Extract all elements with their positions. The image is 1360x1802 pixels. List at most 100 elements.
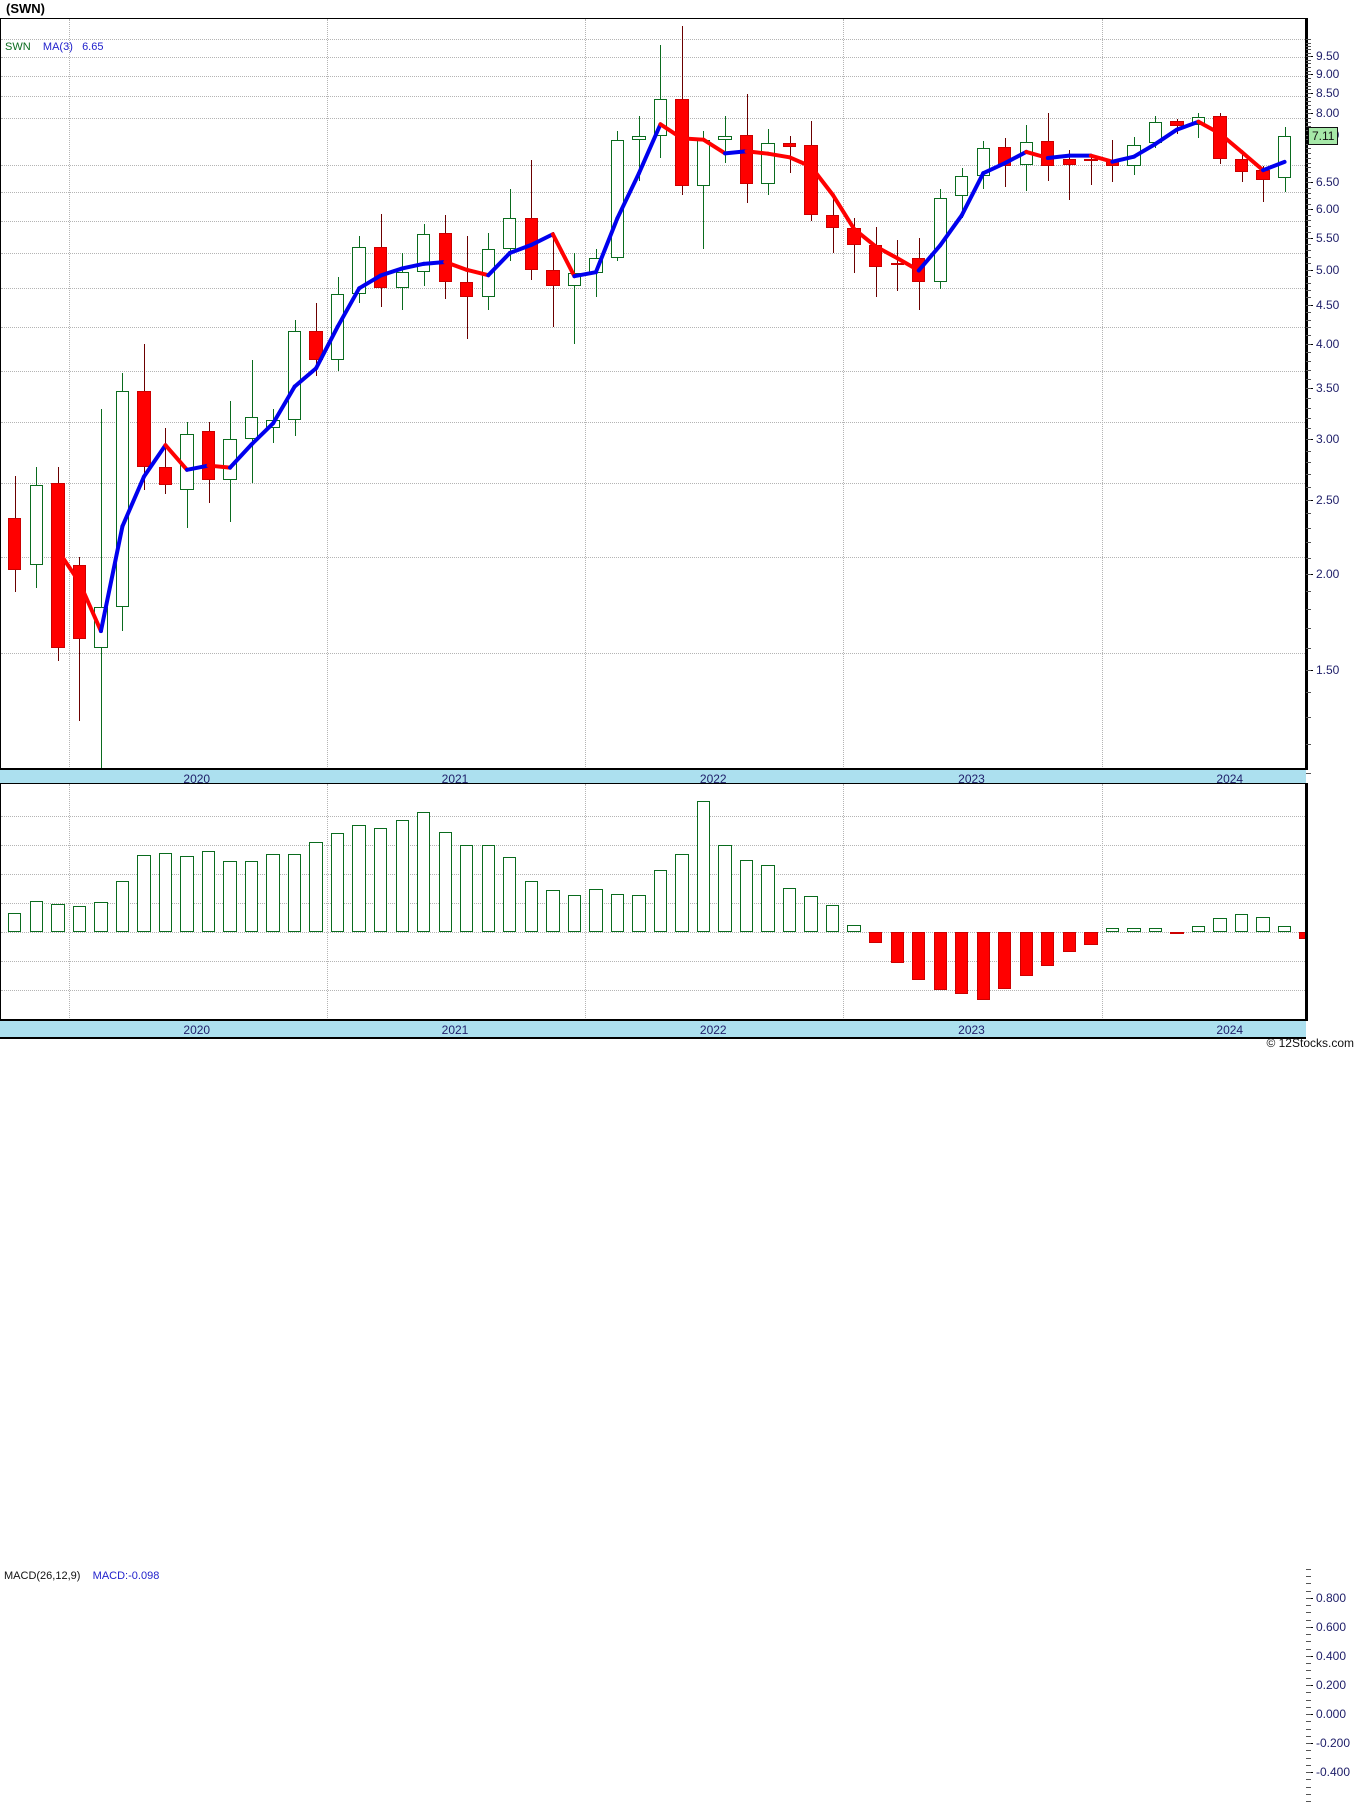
price-minor-tick: [1306, 717, 1311, 719]
macd-minor-tick: [1306, 1583, 1311, 1585]
price-chart-panel[interactable]: SWN MA(3) 6.65: [0, 18, 1306, 770]
ma3-segment: [120, 474, 146, 529]
macd-histogram-bar: [51, 903, 65, 933]
candle-body: [115, 390, 130, 608]
price-year-label: 2024: [1216, 772, 1244, 786]
price-gridline: [1, 76, 1305, 78]
price-minor-tick: [1306, 352, 1311, 354]
price-minor-tick: [1306, 450, 1311, 452]
ma3-segment: [185, 463, 211, 472]
macd-minor-tick: [1306, 1786, 1311, 1788]
price-plot-area[interactable]: [1, 19, 1305, 769]
macd-histogram-bar: [417, 812, 431, 933]
price-tick-label: 2.50: [1316, 492, 1340, 507]
price-minor-tick: [1306, 172, 1311, 174]
price-tick-label: 8.00: [1316, 106, 1340, 121]
candle-body: [460, 281, 474, 297]
ma3-segment: [55, 548, 82, 585]
price-minor-tick: [1306, 304, 1311, 306]
price-minor-tick: [1306, 327, 1311, 329]
macd-minor-tick: [1306, 1706, 1311, 1708]
macd-histogram-bar: [696, 801, 711, 933]
macd-histogram-bar: [115, 881, 130, 932]
candle-wick: [897, 239, 898, 292]
price-minor-tick: [1306, 692, 1311, 694]
macd-minor-tick: [1306, 1663, 1311, 1665]
macd-gridline: [1, 903, 1305, 904]
price-minor-tick: [1306, 474, 1311, 476]
price-minor-tick: [1306, 462, 1311, 464]
macd-histogram-bar: [287, 853, 302, 933]
legend-ma-label: MA(3): [42, 41, 73, 53]
macd-histogram-bar: [739, 860, 754, 933]
macd-histogram-bar: [1213, 917, 1227, 932]
candle-body: [72, 565, 87, 640]
price-tick-label: 9.00: [1316, 67, 1340, 82]
ma3-segment: [636, 122, 663, 176]
price-minor-tick: [1306, 627, 1311, 629]
macd-histogram-bar: [352, 825, 366, 933]
price-gridline: [1, 556, 1305, 558]
candle-wick: [1263, 166, 1264, 203]
macd-year-gridline: [585, 784, 587, 1020]
macd-plot-area[interactable]: [1, 784, 1305, 1020]
legend-macd-name: MACD(26,12,9): [4, 1570, 81, 1582]
macd-histogram-bar: [1277, 926, 1292, 933]
ma3-segment: [314, 324, 340, 371]
macd-histogram-bar: [1062, 932, 1076, 953]
macd-histogram-bar: [309, 842, 323, 933]
ma3-segment: [443, 259, 469, 272]
price-gridline: [1, 652, 1305, 654]
candle-body: [782, 143, 797, 147]
macd-histogram-bar: [825, 905, 840, 933]
price-minor-tick: [1306, 203, 1311, 205]
ma3-segment: [421, 259, 448, 266]
price-minor-tick: [1306, 527, 1311, 529]
price-minor-tick: [1306, 67, 1311, 68]
price-gridline: [1, 117, 1305, 119]
macd-chart-panel[interactable]: MACD(26,12,9) MACD:-0.098: [0, 783, 1306, 1582]
macd-year-gridline: [1101, 784, 1103, 1020]
price-minor-tick: [1306, 269, 1311, 271]
macd-histogram-bar: [503, 856, 517, 932]
macd-minor-tick: [1306, 1793, 1311, 1795]
candle-body: [1084, 159, 1098, 162]
macd-histogram-bar: [1041, 932, 1055, 967]
price-gridline: [1, 287, 1305, 289]
price-minor-tick: [1306, 297, 1311, 299]
macd-minor-tick: [1306, 1597, 1311, 1599]
macd-minor-tick: [1306, 1779, 1311, 1781]
ma3-segment: [1024, 149, 1050, 160]
macd-histogram-bar: [1191, 926, 1206, 933]
macd-histogram-bar: [632, 895, 646, 933]
macd-histogram-bar: [976, 932, 990, 1001]
macd-minor-tick: [1306, 1743, 1311, 1745]
price-year-gridline: [585, 19, 587, 769]
price-minor-tick: [1306, 121, 1311, 123]
macd-x-axis: 2020 2021 2022 2023 2024: [0, 1019, 1306, 1039]
candle-body: [718, 136, 732, 140]
ma3-segment: [981, 161, 1007, 176]
price-year-gridline: [68, 19, 70, 769]
ma3-segment: [701, 137, 728, 156]
candle-body: [395, 271, 409, 288]
price-tick-label: 4.50: [1316, 297, 1340, 312]
candle-body: [8, 517, 22, 571]
price-year-label: 2022: [699, 772, 727, 786]
macd-histogram-bar: [29, 900, 43, 932]
macd-histogram-bar: [438, 831, 452, 932]
ma3-segment: [141, 443, 168, 479]
price-minor-tick: [1306, 177, 1311, 179]
candle-body: [244, 416, 259, 440]
price-minor-tick: [1306, 59, 1311, 61]
ma3-segment: [895, 256, 921, 273]
macd-legend: MACD(26,12,9) MACD:-0.098: [4, 1570, 159, 1582]
price-minor-tick: [1306, 388, 1311, 390]
candle-body: [1041, 140, 1055, 167]
price-gridline: [1, 252, 1305, 254]
macd-minor-tick: [1306, 1576, 1311, 1578]
macd-histogram-bar: [1170, 932, 1184, 935]
macd-tick-label: -0.400: [1316, 1765, 1351, 1780]
price-gridline: [1, 326, 1305, 328]
ma3-segment: [1239, 149, 1266, 173]
